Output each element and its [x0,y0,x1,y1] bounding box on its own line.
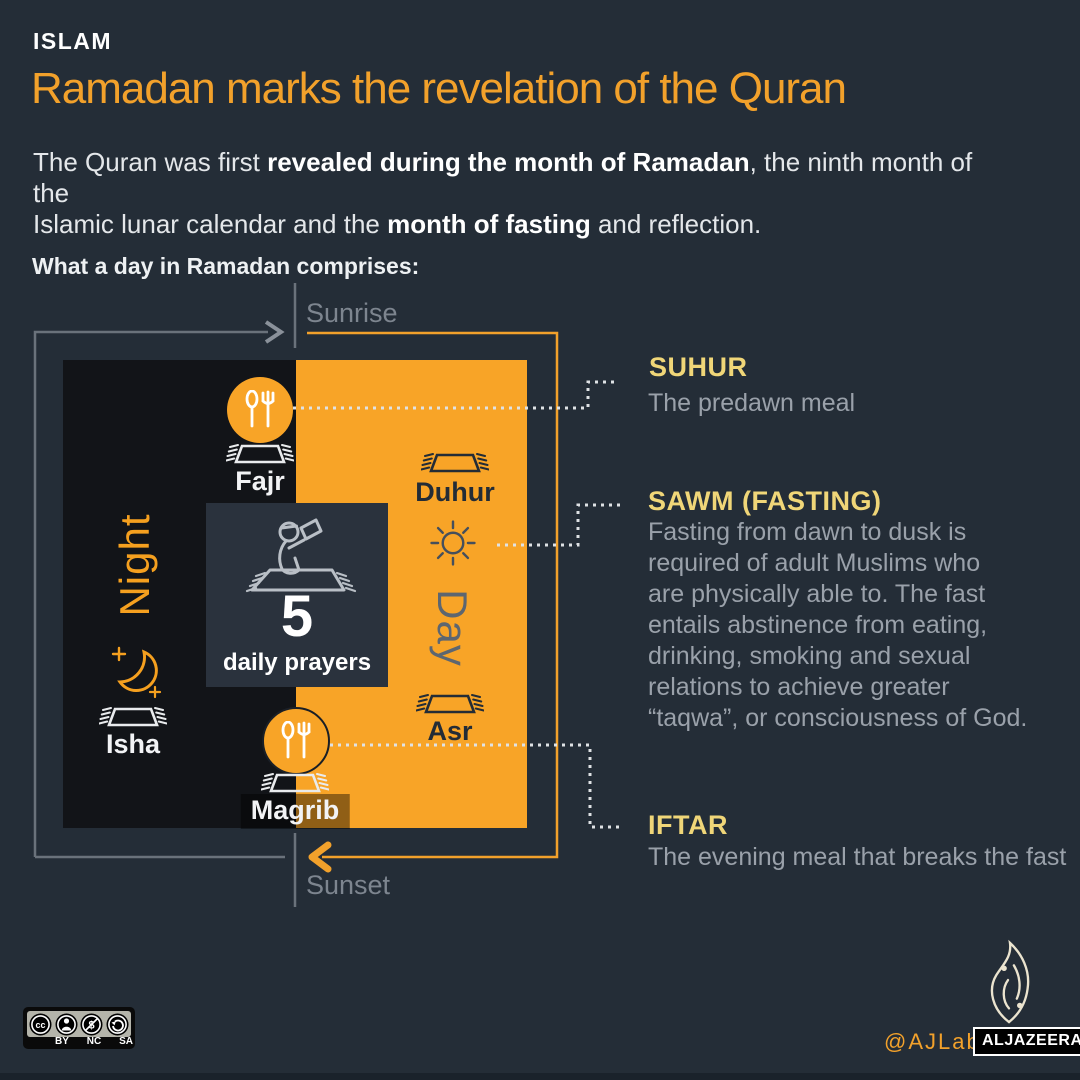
prayer-label-fajr: Fajr [235,466,285,496]
diagram-lines [33,283,623,907]
cc-license-badge: cc $ BY NC SA [23,1007,135,1049]
dotted-connectors [293,380,623,829]
prayer-mat-icon [99,706,167,727]
iftar-meal-circle [262,707,330,775]
sawm-connector [497,503,623,547]
prayer-mat-icon [261,772,329,793]
moon-icon [111,646,162,699]
bottom-edge-strip [0,1073,1080,1080]
intro-bold: month of fasting [387,209,591,239]
suhur-desc: The predawn meal [648,389,856,417]
intro-bold: revealed during the month of Ramadan [267,147,750,177]
sunrise-label: Sunrise [306,298,398,328]
day-label: Day [429,589,476,667]
cutlery-icon [281,721,311,759]
kicker-label: ISLAM [33,28,113,54]
iftar-connector [330,743,623,829]
prayer-mat-icon [226,443,294,464]
prayer-label-duhur: Duhur [415,477,495,507]
cc-icon: cc [29,1013,52,1035]
cc-by-icon [55,1013,78,1035]
aljazeera-wordmark: ALJAZEERA [973,1027,1080,1056]
prayer-count: 5 [280,584,314,649]
sunset-arrow-icon [308,841,332,873]
prayer-mat-icon [416,693,484,714]
intro-text: The Quran was first [33,147,268,177]
intro-paragraph: The Quran was first revealed during the … [33,147,1013,240]
page-title: Ramadan marks the revelation of the Qura… [31,64,847,113]
intro-text: and reflection. [590,209,762,239]
sunrise-arrow-icon [264,320,285,344]
cc-labels: BY NC SA [55,1036,133,1047]
suhur-title: SUHUR [649,352,748,382]
sawm-desc: Fasting from dawn to dusk is required of… [648,518,1028,732]
prayer-label-asr: Asr [427,716,473,746]
diagram-caption: What a day in Ramadan comprises: [32,253,420,279]
sawm-title: SAWM (FASTING) [648,486,882,516]
suhur-meal-circle [227,377,293,443]
cc-nc-icon: $ [80,1013,103,1035]
prayer-mat-icon [421,452,489,473]
cc-sa-label: SA [119,1036,133,1047]
intro-text: , the ninth month of the [33,147,973,208]
prayer-count-label: daily prayers [222,649,372,676]
suhur-connector [293,380,618,410]
prayer-label-magrib: Magrib [240,794,350,829]
cc-band: cc $ [27,1011,131,1037]
prayer-label-isha: Isha [105,729,161,759]
cc-nc-label: NC [86,1036,102,1047]
iftar-desc: The evening meal that breaks the fast [648,843,1067,871]
cutlery-icon [245,390,275,428]
sunset-label: Sunset [306,870,391,900]
aljazeera-wordmark-text: ALJAZEERA [982,1032,1080,1049]
iftar-title: IFTAR [648,810,728,840]
cc-sa-icon [106,1013,129,1035]
sun-icon [430,520,476,566]
cc-by-label: BY [55,1036,69,1047]
svg-text:cc: cc [35,1020,45,1030]
aljazeera-logo [990,941,1030,1024]
night-label: Night [111,513,158,617]
intro-text: Islamic lunar calendar and the [33,209,388,239]
